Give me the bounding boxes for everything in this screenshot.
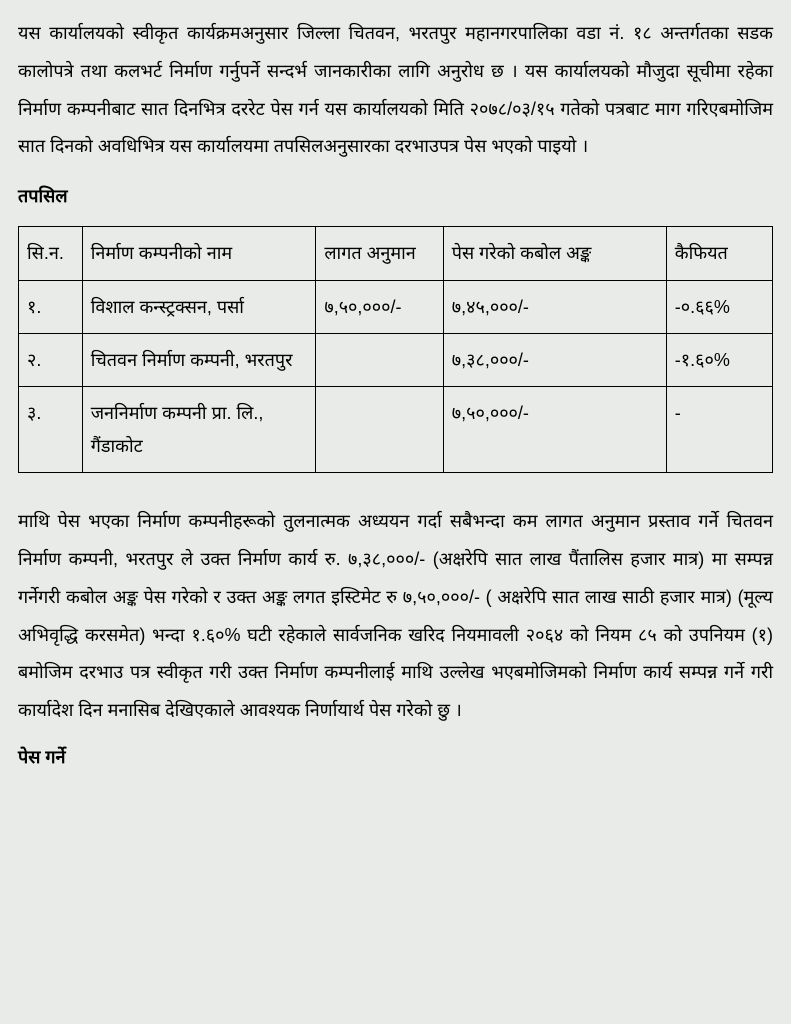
cell-sn: १. [19, 280, 83, 333]
cell-sn: २. [19, 333, 83, 386]
cell-bid: ७,४५,०००/- [443, 280, 666, 333]
table-row: १.विशाल कन्स्ट्रक्सन, पर्सा७,५०,०००/-७,४… [19, 280, 773, 333]
cell-estimate: ७,५०,०००/- [316, 280, 443, 333]
table-header-row: सि.न. निर्माण कम्पनीको नाम लागत अनुमान प… [19, 227, 773, 280]
pes-garne-heading: पेस गर्ने [18, 745, 773, 769]
header-estimate: लागत अनुमान [316, 227, 443, 280]
cell-sn: ३. [19, 387, 83, 473]
cell-name: चितवन निर्माण कम्पनी, भरतपुर [82, 333, 316, 386]
table-row: ३.जननिर्माण कम्पनी प्रा. लि., गैंडाकोट ७,… [19, 387, 773, 473]
quotation-table: सि.न. निर्माण कम्पनीको नाम लागत अनुमान प… [18, 226, 773, 473]
cell-remark: - [666, 387, 772, 473]
header-name: निर्माण कम्पनीको नाम [82, 227, 316, 280]
cell-name: जननिर्माण कम्पनी प्रा. लि., गैंडाकोट [82, 387, 316, 473]
cell-remark: -०.६६% [666, 280, 772, 333]
cell-estimate [316, 333, 443, 386]
table-row: २.चितवन निर्माण कम्पनी, भरतपुर ७,३८,०००/-… [19, 333, 773, 386]
tapasil-heading: तपसिल [18, 184, 773, 208]
cell-name: विशाल कन्स्ट्रक्सन, पर्सा [82, 280, 316, 333]
cell-estimate [316, 387, 443, 473]
intro-paragraph: यस कार्यालयको स्वीकृत कार्यक्रमअनुसार जि… [18, 15, 773, 166]
conclusion-paragraph: माथि पेस भएका निर्माण कम्पनीहरूको तुलनात… [18, 503, 773, 730]
cell-remark: -१.६०% [666, 333, 772, 386]
header-remark: कैफियत [666, 227, 772, 280]
cell-bid: ७,३८,०००/- [443, 333, 666, 386]
header-sn: सि.न. [19, 227, 83, 280]
header-bid: पेस गरेको कबोल अङ्क [443, 227, 666, 280]
cell-bid: ७,५०,०००/- [443, 387, 666, 473]
